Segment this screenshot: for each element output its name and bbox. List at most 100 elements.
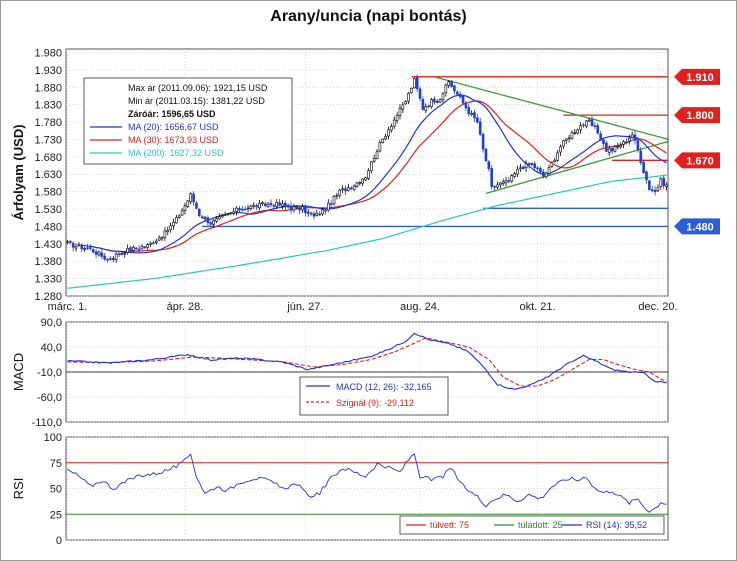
candle-body (295, 206, 299, 208)
candle-body (226, 213, 230, 215)
candle-body (590, 119, 594, 127)
price-y-tick-label: 1.680 (34, 152, 62, 164)
candle-body (329, 203, 333, 205)
candle-body (576, 129, 580, 134)
candle-body (490, 168, 494, 187)
price-legend-box (83, 77, 293, 165)
candle-body (111, 258, 115, 260)
rsi-axis-title: RSI (11, 478, 26, 500)
candle-body (513, 173, 516, 177)
candle-body (616, 145, 620, 148)
candle-body (438, 99, 442, 103)
candle-body (665, 184, 668, 187)
candle-body (163, 230, 167, 238)
candle-body (240, 208, 244, 211)
candle-body (435, 100, 439, 103)
support-tag (674, 218, 720, 235)
price-y-tick-label: 1.730 (34, 134, 62, 146)
rsi-y-tick-label: 0 (56, 535, 62, 547)
candle-body (375, 151, 379, 159)
x-tick-label: okt. 21. (520, 301, 556, 313)
candle-body (619, 145, 623, 148)
price-y-tick-label: 1.380 (34, 256, 62, 268)
candle-body (301, 206, 304, 211)
candle-body (412, 78, 416, 89)
candle-body (596, 125, 600, 134)
candle-body (175, 217, 178, 224)
candle-body (418, 88, 422, 99)
candle-body (200, 216, 204, 219)
candle-body (157, 237, 161, 241)
candle-body (347, 187, 350, 191)
rsi-y-tick-label: 25 (50, 509, 62, 521)
candle-body (455, 91, 459, 95)
candle-body (318, 213, 322, 216)
candle-body (470, 113, 473, 115)
candle-body (352, 185, 356, 190)
candle-body (215, 218, 218, 222)
ma20-line (81, 94, 667, 254)
support-tag-label: 1.480 (686, 221, 714, 233)
stat-text: Záróár: 1596,65 USD (128, 109, 216, 119)
candle-body (390, 126, 393, 131)
candle-body (498, 182, 502, 186)
candle-body (292, 206, 296, 211)
candle-body (607, 148, 611, 153)
resistance-tag (674, 152, 720, 169)
macd-legend-label: MACD (12, 26): -32,165 (336, 382, 432, 392)
candle-body (146, 244, 150, 248)
x-tick-label: aug. 24. (400, 301, 440, 313)
candle-body (154, 240, 158, 243)
candle-body (524, 163, 528, 169)
rsi-legend-box (399, 515, 665, 535)
chart-title: Arany/uncia (napi bontás) (270, 8, 467, 25)
candle-body (129, 247, 132, 252)
candle-body (559, 146, 562, 153)
candle-body (659, 178, 663, 187)
candle-body (504, 179, 508, 184)
candle-body (195, 202, 198, 209)
candle-body (410, 88, 413, 93)
candle-body (415, 77, 419, 90)
price-axis-title: Árfolyam (USD) (11, 124, 26, 220)
candle-body (123, 252, 127, 255)
candle-body (369, 161, 373, 172)
candle-body (74, 245, 78, 249)
price-y-tick-label: 1.630 (34, 169, 62, 181)
candle-body (304, 205, 307, 214)
candle-body (315, 212, 319, 216)
candle-body (117, 253, 121, 255)
candle-body (255, 205, 258, 208)
candle-body (94, 251, 98, 255)
candle-body (573, 132, 577, 134)
candle-body (206, 217, 210, 224)
candle-body (507, 180, 511, 182)
candle-body (149, 242, 152, 245)
price-y-tick-label: 1.580 (34, 187, 62, 199)
macd-y-tick-label: -60,0 (37, 392, 62, 404)
candle-body (564, 138, 568, 141)
oversold-legend-label: túladott: 25 (518, 520, 563, 530)
candle-body (326, 202, 330, 211)
candle-body (487, 161, 491, 170)
candle-body (235, 207, 238, 212)
candle-body (464, 102, 468, 109)
candle-body (650, 189, 654, 191)
candle-body (89, 247, 92, 249)
candle-body (562, 140, 565, 147)
candle-body (547, 167, 551, 174)
candle-body (539, 168, 542, 173)
candle-body (341, 188, 344, 191)
candle-body (622, 141, 625, 145)
macd-legend-box (299, 376, 449, 416)
candle-body (602, 139, 605, 144)
candle-body (332, 195, 336, 205)
candle-body (367, 170, 370, 179)
candle-body (430, 99, 433, 108)
candle-body (232, 211, 236, 214)
candle-body (152, 242, 155, 245)
candle-body (458, 93, 462, 98)
candle-body (493, 185, 496, 188)
candle-body (289, 205, 293, 210)
candle-body (283, 203, 287, 207)
